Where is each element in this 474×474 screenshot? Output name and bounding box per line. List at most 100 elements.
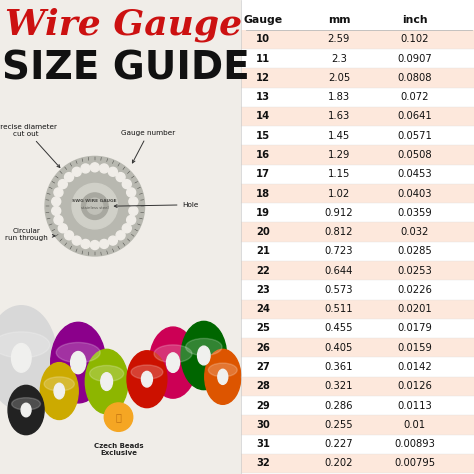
Circle shape xyxy=(72,236,81,245)
Text: 10: 10 xyxy=(256,34,270,45)
Text: 1.15: 1.15 xyxy=(328,169,350,179)
Text: 0.455: 0.455 xyxy=(325,323,353,334)
Ellipse shape xyxy=(186,338,222,356)
Text: 14: 14 xyxy=(256,111,270,121)
Circle shape xyxy=(90,163,99,172)
Text: 25: 25 xyxy=(256,323,270,334)
Text: 0.0571: 0.0571 xyxy=(397,131,432,141)
Circle shape xyxy=(81,164,90,173)
Text: 29: 29 xyxy=(256,401,270,410)
Circle shape xyxy=(54,216,63,225)
Text: 0.102: 0.102 xyxy=(401,34,429,45)
Bar xyxy=(241,107,474,126)
Circle shape xyxy=(100,164,109,173)
Text: 0.0159: 0.0159 xyxy=(397,343,432,353)
Circle shape xyxy=(90,241,100,250)
Circle shape xyxy=(116,231,125,240)
Text: 0.321: 0.321 xyxy=(325,381,353,392)
Circle shape xyxy=(64,173,73,182)
Text: 1.29: 1.29 xyxy=(328,150,350,160)
Text: 11: 11 xyxy=(256,54,270,64)
Text: 23: 23 xyxy=(256,285,270,295)
Circle shape xyxy=(129,206,138,215)
Text: 0.0179: 0.0179 xyxy=(397,323,432,334)
Text: 16: 16 xyxy=(256,150,270,160)
Text: 24: 24 xyxy=(256,304,270,314)
Text: 2.3: 2.3 xyxy=(331,54,347,64)
Text: 0.0253: 0.0253 xyxy=(397,265,432,276)
Text: 0.0359: 0.0359 xyxy=(397,208,432,218)
Ellipse shape xyxy=(51,322,106,403)
Text: Circular
run through: Circular run through xyxy=(5,228,55,241)
Text: 0.912: 0.912 xyxy=(325,208,353,218)
Ellipse shape xyxy=(44,377,74,391)
Ellipse shape xyxy=(218,369,228,384)
Text: 17: 17 xyxy=(256,169,270,179)
Text: 0.072: 0.072 xyxy=(401,92,429,102)
Text: Gauge number: Gauge number xyxy=(121,130,175,163)
Ellipse shape xyxy=(85,349,128,414)
Ellipse shape xyxy=(21,403,31,417)
Text: 0.0403: 0.0403 xyxy=(398,189,432,199)
Circle shape xyxy=(58,180,67,189)
Ellipse shape xyxy=(209,363,237,377)
Text: 12: 12 xyxy=(256,73,270,83)
Text: mm: mm xyxy=(328,15,350,25)
Ellipse shape xyxy=(131,365,163,379)
Circle shape xyxy=(72,167,81,176)
Ellipse shape xyxy=(127,351,167,408)
Text: 0.0113: 0.0113 xyxy=(397,401,432,410)
Text: 1.63: 1.63 xyxy=(328,111,350,121)
Text: 0.573: 0.573 xyxy=(325,285,353,295)
Text: 13: 13 xyxy=(256,92,270,102)
Text: 0.644: 0.644 xyxy=(325,265,353,276)
Text: SIZE GUIDE: SIZE GUIDE xyxy=(2,50,250,88)
Text: 32: 32 xyxy=(256,458,270,468)
Ellipse shape xyxy=(90,365,124,382)
Circle shape xyxy=(72,183,118,229)
Text: 0.0453: 0.0453 xyxy=(397,169,432,179)
Bar xyxy=(241,0,474,474)
Ellipse shape xyxy=(0,332,50,358)
Text: 20: 20 xyxy=(256,227,270,237)
Text: 2.05: 2.05 xyxy=(328,73,350,83)
Text: 1.02: 1.02 xyxy=(328,189,350,199)
Ellipse shape xyxy=(71,352,86,374)
Text: Czech Beads
Exclusive: Czech Beads Exclusive xyxy=(94,443,143,456)
Text: 18: 18 xyxy=(256,189,270,199)
Text: 0.0508: 0.0508 xyxy=(397,150,432,160)
Text: 15: 15 xyxy=(256,131,270,141)
Circle shape xyxy=(127,216,136,225)
Text: Wire Gauge: Wire Gauge xyxy=(5,7,242,42)
Ellipse shape xyxy=(181,321,227,390)
Circle shape xyxy=(104,403,133,431)
Ellipse shape xyxy=(198,346,210,365)
Text: stainless steel: stainless steel xyxy=(81,206,109,210)
Bar xyxy=(241,146,474,164)
Text: 0.723: 0.723 xyxy=(325,246,353,256)
Text: 0.0226: 0.0226 xyxy=(397,285,432,295)
Bar xyxy=(241,415,474,435)
Circle shape xyxy=(54,188,63,197)
Text: 0.511: 0.511 xyxy=(325,304,353,314)
Text: 0.255: 0.255 xyxy=(325,420,353,430)
Text: 0.0907: 0.0907 xyxy=(397,54,432,64)
Text: 19: 19 xyxy=(256,208,270,218)
Ellipse shape xyxy=(166,353,180,373)
Text: 0.00893: 0.00893 xyxy=(394,439,435,449)
Text: 31: 31 xyxy=(256,439,270,449)
Bar xyxy=(241,222,474,242)
Text: 0.0201: 0.0201 xyxy=(397,304,432,314)
Ellipse shape xyxy=(149,327,197,398)
Text: 0.0808: 0.0808 xyxy=(398,73,432,83)
Circle shape xyxy=(109,167,118,176)
Text: ⛰: ⛰ xyxy=(116,412,121,422)
Circle shape xyxy=(82,193,108,219)
Ellipse shape xyxy=(101,373,112,391)
Ellipse shape xyxy=(12,398,40,410)
Circle shape xyxy=(81,239,90,248)
Circle shape xyxy=(100,239,109,248)
Circle shape xyxy=(45,156,145,256)
Bar xyxy=(241,300,474,319)
Bar xyxy=(241,377,474,396)
